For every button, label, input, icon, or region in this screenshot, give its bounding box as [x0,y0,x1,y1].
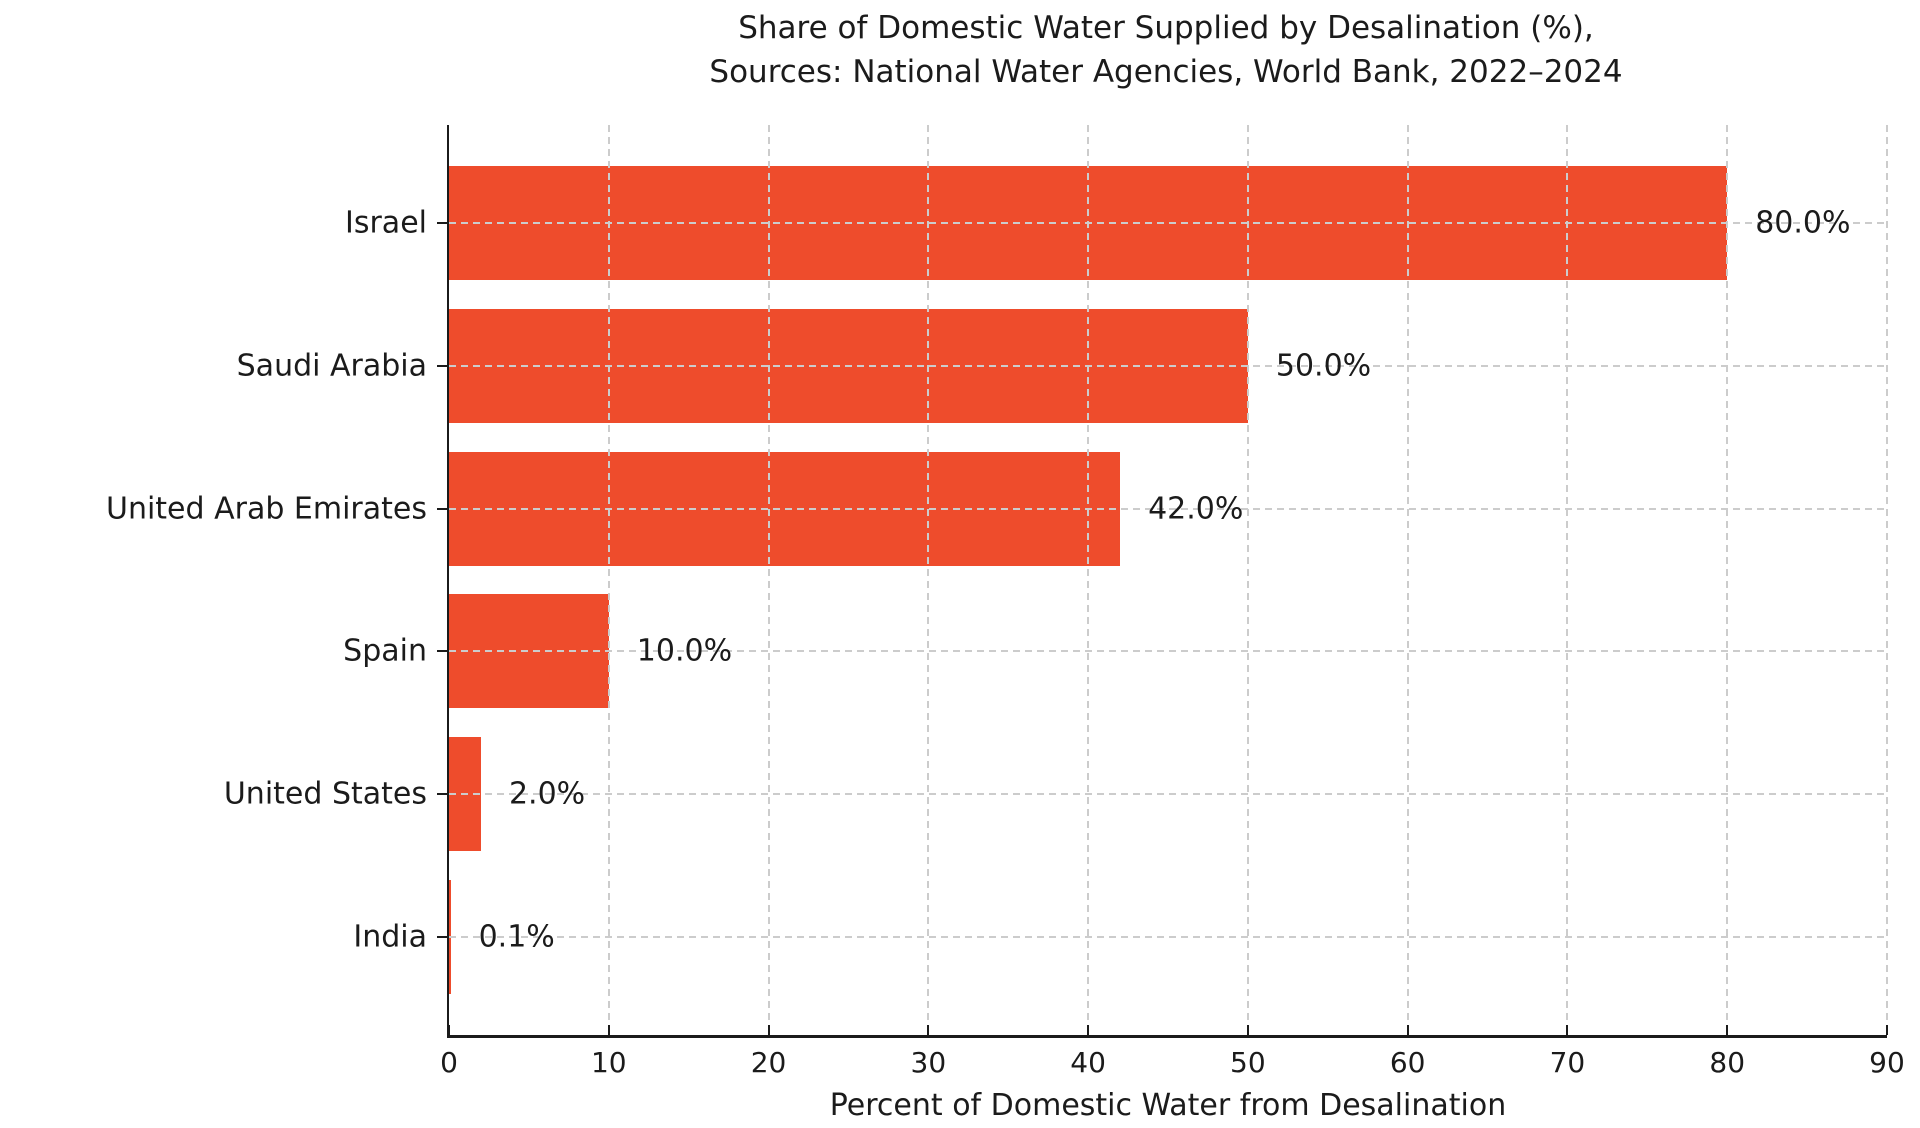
x-gridline [1886,125,1888,1035]
x-tick-label: 90 [1869,1046,1905,1079]
x-tick-mark [927,1025,930,1035]
value-label: 50.0% [1275,348,1372,384]
category-label: Spain [343,633,427,669]
y-gridline [449,507,1887,510]
x-tick-mark [448,1025,450,1035]
y-tick-mark [437,365,447,368]
x-gridline [1087,125,1090,1035]
y-gridline [449,365,1887,368]
value-label: 2.0% [508,776,586,812]
y-tick-mark [437,935,447,938]
y-tick-mark [437,507,447,510]
x-tick-mark [1246,1025,1249,1035]
x-gridline [767,125,770,1035]
x-tick-mark [607,1025,610,1035]
x-gridline [1726,125,1729,1035]
x-gridline [607,125,610,1035]
y-tick-mark [437,792,447,795]
y-tick-mark [437,650,447,653]
x-tick-label: 30 [910,1046,947,1079]
x-gridline [1406,125,1409,1035]
value-label: 42.0% [1148,491,1244,527]
category-label: Saudi Arabia [236,348,427,384]
x-tick-mark [1726,1025,1729,1035]
chart-title: Share of Domestic Water Supplied by Desa… [447,6,1885,94]
chart-title-line1: Share of Domestic Water Supplied by Desa… [738,10,1594,46]
y-gridline [449,792,1887,795]
x-tick-label: 70 [1549,1046,1586,1079]
x-tick-mark [1886,1025,1888,1035]
x-tick-label: 20 [750,1046,787,1079]
x-tick-label: 40 [1070,1046,1106,1079]
x-tick-label: 10 [590,1046,627,1079]
category-label: India [353,919,427,955]
category-label: United States [223,776,427,812]
y-tick-mark [437,222,447,225]
x-tick-mark [1406,1025,1409,1035]
value-label: 10.0% [636,633,733,669]
value-label: 0.1% [478,919,555,955]
x-tick-label: 60 [1389,1046,1426,1079]
category-label: Israel [345,205,427,241]
y-gridline [449,935,1887,938]
x-axis-label: Percent of Domestic Water from Desalinat… [829,1088,1507,1123]
x-gridline [927,125,930,1035]
x-gridline [1246,125,1249,1035]
x-tick-mark [1566,1025,1569,1035]
category-label: United Arab Emirates [105,491,427,527]
x-tick-mark [767,1025,770,1035]
x-tick-label: 0 [440,1046,458,1079]
x-tick-mark [1087,1025,1090,1035]
x-tick-label: 80 [1709,1046,1746,1079]
plot-area: 0 10 20 30 40 50 60 70 80 90 Israel 80.0% Saudi Arab… [106,125,1905,1123]
y-gridline [449,222,1887,225]
y-gridline [449,650,1887,653]
x-tick-label: 50 [1230,1046,1266,1079]
value-label: 80.0% [1755,205,1851,241]
chart-title-line2: Sources: National Water Agencies, World … [709,54,1623,90]
x-gridline [1566,125,1569,1035]
